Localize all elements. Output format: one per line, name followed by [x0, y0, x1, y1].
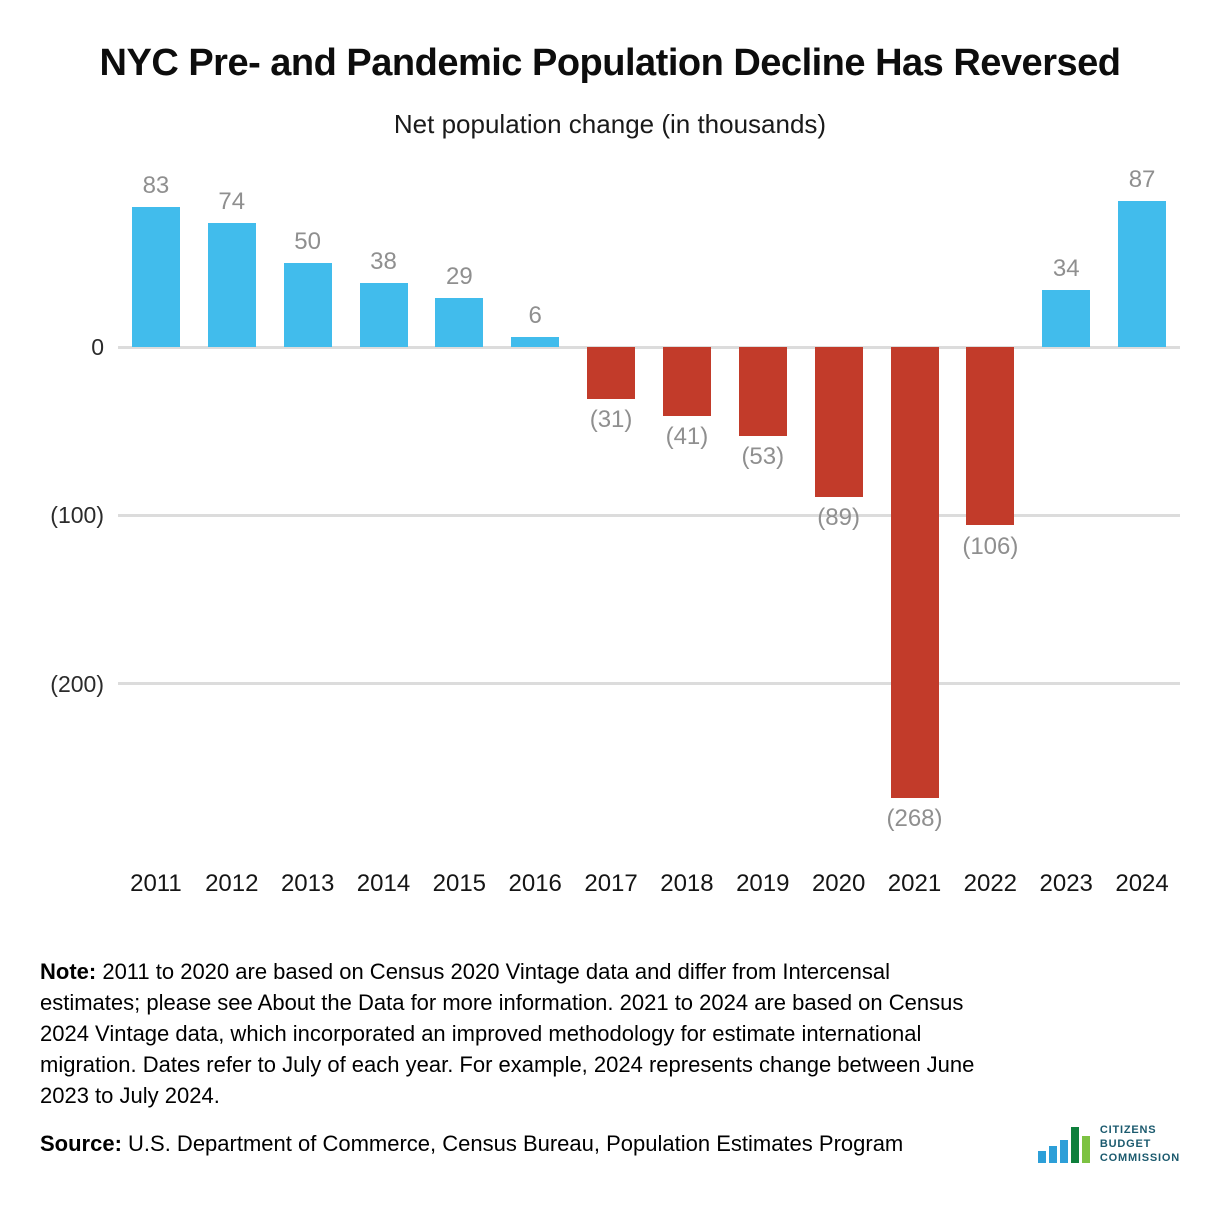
bar-2012	[207, 222, 256, 348]
footer: Source: U.S. Department of Commerce, Cen…	[40, 1123, 1180, 1165]
cbc-logo-line3: COMMISSION	[1099, 1152, 1180, 1164]
cbc-logo-text: CITIZENS BUDGET COMMISSION	[1100, 1123, 1180, 1165]
bar-2020	[814, 347, 863, 497]
note-text: Note: 2011 to 2020 are based on Census 2…	[40, 956, 980, 1111]
cbc-logo-bar-2	[1048, 1146, 1057, 1163]
x-axis-label: 2017	[584, 870, 638, 897]
bar-value-label: (53)	[741, 443, 785, 471]
source-text: Source: U.S. Department of Commerce, Cen…	[40, 1131, 903, 1157]
x-axis-label: 2016	[508, 870, 562, 897]
bar-2015	[435, 298, 484, 348]
cbc-logo-bar-5	[1081, 1136, 1090, 1163]
bar-2013	[283, 262, 332, 348]
page: NYC Pre- and Pandemic Population Decline…	[0, 42, 1220, 1165]
x-axis-label: 2019	[736, 870, 790, 897]
x-axis-label: 2024	[1115, 870, 1169, 897]
bar-value-label: 83	[142, 172, 170, 200]
source-body: U.S. Department of Commerce, Census Bure…	[121, 1131, 904, 1156]
x-axis-label: 2014	[356, 870, 411, 897]
bar-2018	[662, 347, 711, 417]
bar-value-label: 74	[218, 187, 246, 215]
y-axis-tick-label: 0	[91, 334, 104, 361]
note-body: 2011 to 2020 are based on Census 2020 Vi…	[40, 959, 975, 1108]
bar-2011	[131, 207, 180, 348]
x-axis-label: 2012	[205, 870, 259, 897]
bar-2019	[738, 347, 787, 437]
bar-2014	[359, 283, 408, 348]
bar-value-label: 34	[1052, 254, 1080, 282]
cbc-logo-line2: BUDGET	[1099, 1138, 1152, 1150]
gridline	[118, 513, 1180, 517]
bar-2022	[966, 347, 1015, 526]
cbc-logo-bar-4	[1070, 1127, 1079, 1163]
chart-subtitle: Net population change (in thousands)	[393, 109, 827, 139]
x-axis-label: 2015	[432, 870, 487, 897]
bar-value-label: 50	[294, 227, 321, 255]
cbc-logo-bar-1	[1037, 1151, 1046, 1163]
bar-2016	[511, 337, 560, 348]
bar-2024	[1118, 200, 1167, 348]
bar-2021	[890, 347, 939, 799]
bar-value-label: 6	[528, 302, 542, 330]
gridline	[118, 682, 1180, 686]
x-axis-label: 2020	[811, 870, 866, 897]
y-axis-tick-label: (200)	[50, 670, 104, 697]
x-axis-label: 2013	[280, 870, 335, 897]
bar-value-label: (31)	[589, 406, 633, 434]
x-axis-label: 2023	[1039, 870, 1093, 897]
bar-chart: 0 (100) (200) 83 2011 74 2012 50 2013 38 2014 29 201…	[40, 162, 1180, 910]
x-axis-label: 2021	[887, 870, 942, 897]
x-axis-label: 2011	[130, 870, 182, 897]
bar-value-label: (106)	[962, 532, 1019, 560]
source-label: Source:	[40, 1131, 122, 1156]
bar-value-label: (89)	[817, 503, 860, 531]
x-axis-label: 2022	[963, 870, 1018, 897]
gridline	[118, 345, 1180, 349]
x-axis-label: 2018	[660, 870, 714, 897]
y-axis-tick-label: (100)	[50, 502, 104, 529]
bar-value-label: (268)	[886, 805, 943, 833]
chart-title: NYC Pre- and Pandemic Population Decline…	[99, 42, 1121, 84]
cbc-logo: CITIZENS BUDGET COMMISSION	[1037, 1123, 1180, 1165]
bar-value-label: 29	[445, 263, 473, 291]
bar-value-label: (41)	[665, 423, 709, 451]
cbc-logo-icon	[1037, 1125, 1090, 1163]
bar-2017	[587, 347, 636, 400]
bar-value-label: 38	[370, 248, 397, 276]
bar-2023	[1042, 289, 1091, 348]
cbc-logo-line1: CITIZENS	[1099, 1124, 1157, 1136]
bar-value-label: 87	[1128, 165, 1156, 193]
note-label: Note:	[40, 959, 97, 984]
cbc-logo-bar-3	[1059, 1140, 1068, 1163]
